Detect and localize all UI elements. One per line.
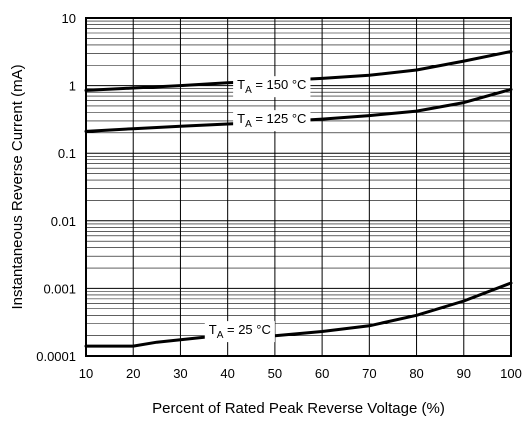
x-tick-label: 80 bbox=[409, 366, 423, 381]
curve-label-text: TA = 25 °C bbox=[209, 322, 271, 341]
y-tick-label: 0.0001 bbox=[36, 349, 76, 364]
curve-labels: TA = 150 °CTA = 125 °CTA = 25 °C bbox=[204, 76, 311, 343]
curve-label-subscript: A bbox=[245, 85, 252, 96]
curve-label-rest: = 125 °C bbox=[252, 111, 307, 126]
curve-label-background bbox=[233, 110, 311, 132]
curve-label-main: T bbox=[209, 322, 217, 337]
x-tick-label: 30 bbox=[173, 366, 187, 381]
curve-label-subscript: A bbox=[245, 119, 252, 130]
y-tick-label: 0.1 bbox=[58, 146, 76, 161]
curve-label-rest: = 25 °C bbox=[223, 322, 270, 337]
x-tick-label: 70 bbox=[362, 366, 376, 381]
y-tick-label: 1 bbox=[69, 79, 76, 94]
x-tick-label: 60 bbox=[315, 366, 329, 381]
curve-label-text: TA = 150 °C bbox=[237, 77, 306, 96]
series-line bbox=[84, 281, 513, 348]
curve-label: TA = 150 °C bbox=[233, 76, 311, 98]
x-tick-label: 20 bbox=[126, 366, 140, 381]
x-axis-label: Percent of Rated Peak Reverse Voltage (%… bbox=[152, 400, 445, 417]
curve-label: TA = 25 °C bbox=[204, 321, 275, 343]
curve-label-text: TA = 125 °C bbox=[237, 111, 306, 130]
y-tick-label: 0.001 bbox=[43, 281, 76, 296]
y-tick-label: 0.01 bbox=[51, 214, 76, 229]
y-tick-label: 10 bbox=[62, 11, 76, 26]
curve-label-main: T bbox=[237, 111, 245, 126]
y-tick-labels: 0.0001 0.001 0.01 0.1 1 10 bbox=[36, 11, 76, 364]
plot-frame bbox=[85, 17, 512, 357]
x-tick-label: 100 bbox=[500, 366, 522, 381]
curve-label-background bbox=[233, 76, 311, 98]
x-tick-labels: 10 20 30 40 50 60 70 80 90 100 bbox=[79, 366, 522, 381]
curve-label-subscript: A bbox=[217, 330, 224, 341]
x-tick-label: 50 bbox=[268, 366, 282, 381]
curve-label: TA = 125 °C bbox=[233, 110, 311, 132]
x-tick-label: 10 bbox=[79, 366, 93, 381]
curve-label-background bbox=[204, 321, 275, 343]
curve-label-rest: = 150 °C bbox=[252, 77, 307, 92]
curve-label-main: T bbox=[237, 77, 245, 92]
x-tick-label: 40 bbox=[220, 366, 234, 381]
x-tick-label: 90 bbox=[457, 366, 471, 381]
y-axis-label: Instantaneous Reverse Current (mA) bbox=[9, 64, 26, 309]
